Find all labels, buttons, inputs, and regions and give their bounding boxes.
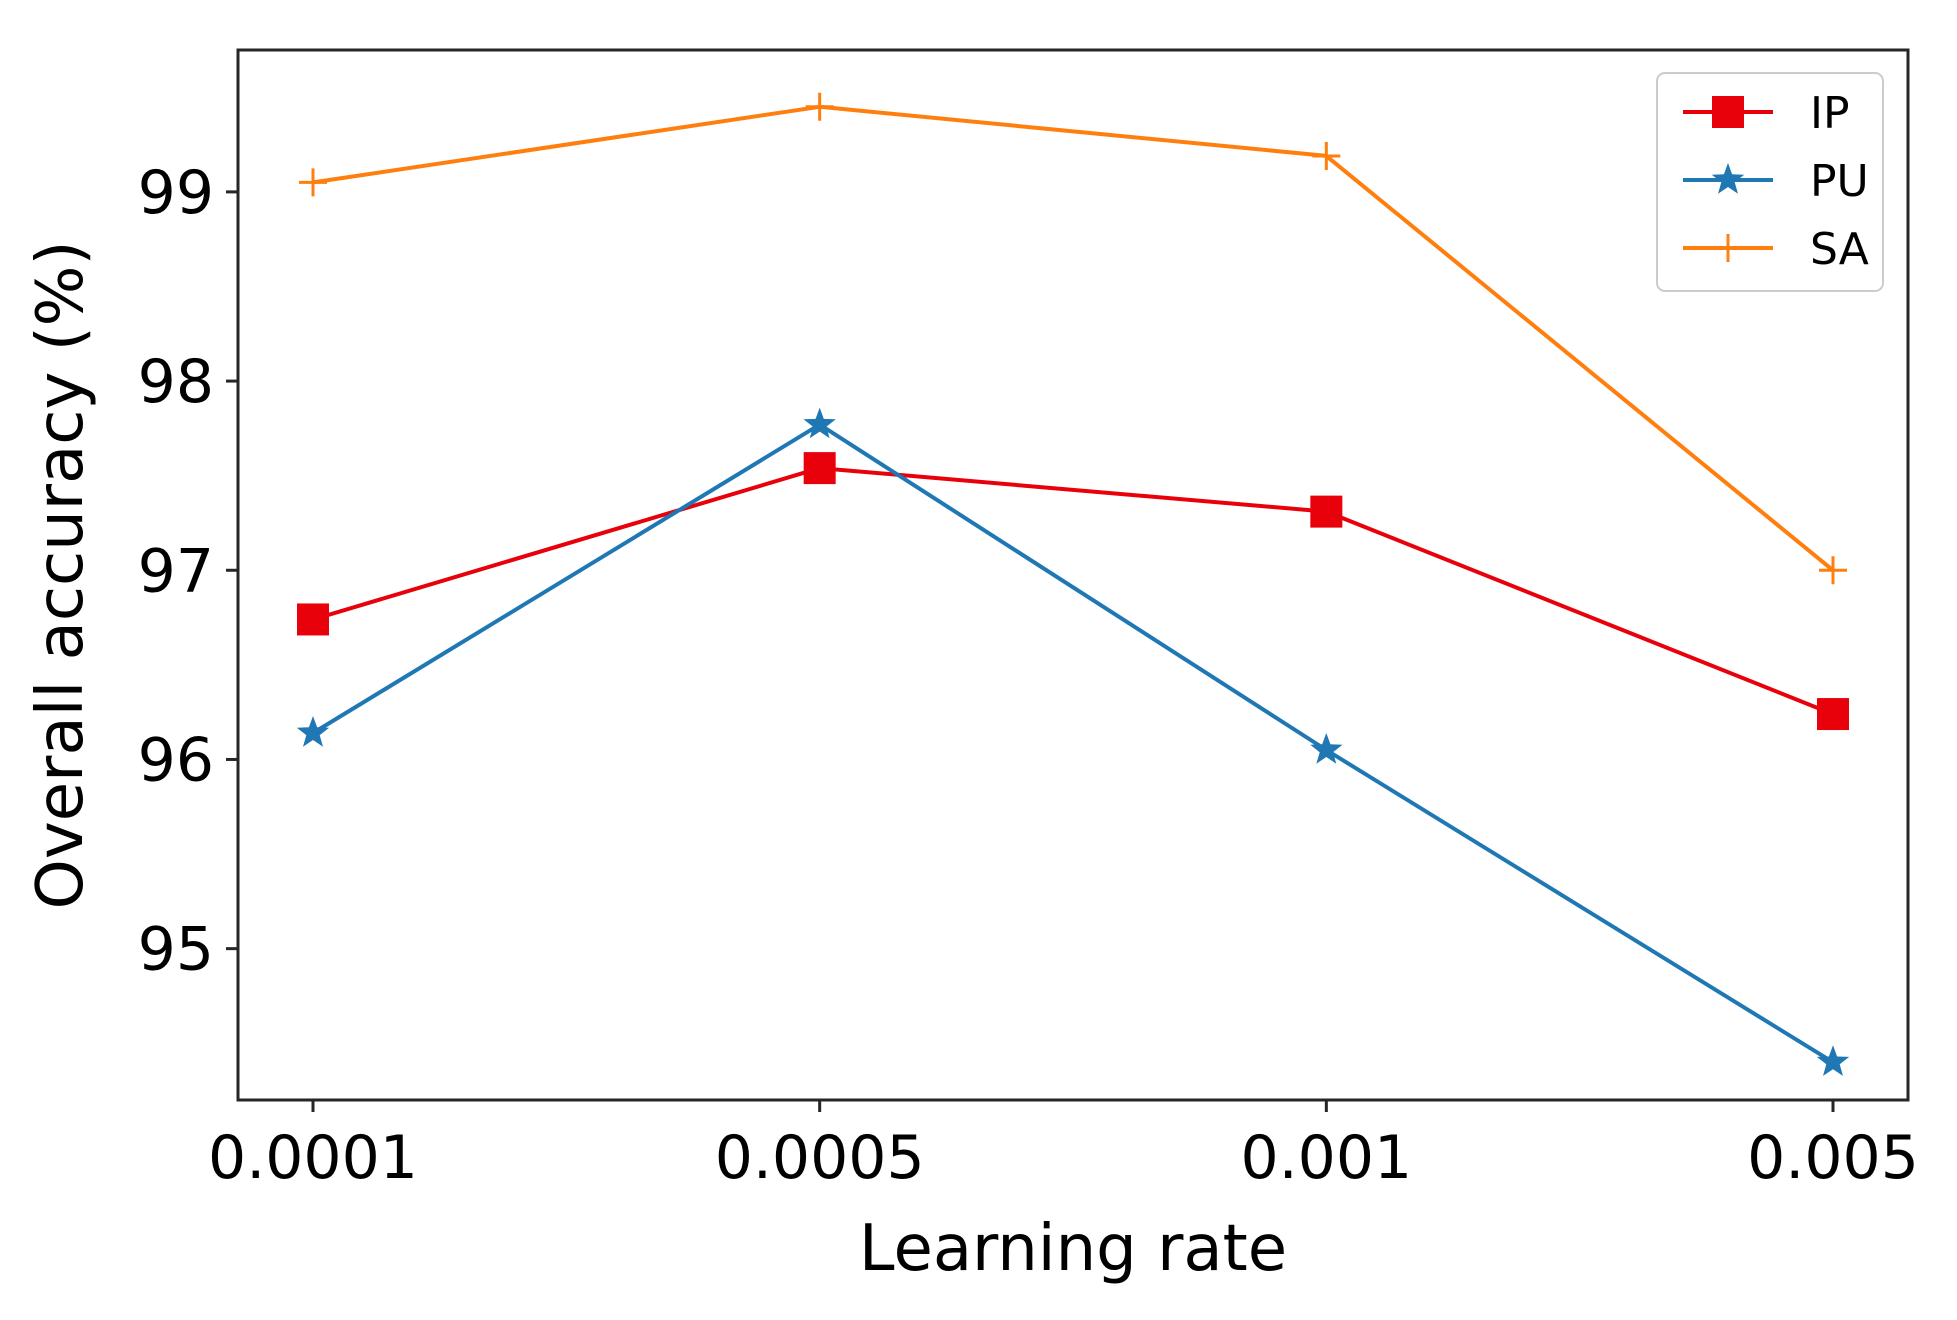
- data-point-ip: [297, 603, 329, 636]
- legend-label-ip: IP: [1810, 88, 1850, 139]
- data-point-sa: [1312, 141, 1341, 170]
- y-tick-label-95: 95: [138, 915, 214, 985]
- y-tick-label-99: 99: [138, 158, 214, 228]
- y-tick-label-98: 98: [138, 347, 214, 417]
- legend-label-pu: PU: [1810, 156, 1869, 207]
- data-point-ip: [1817, 698, 1849, 731]
- series-line-pu: [311, 422, 1835, 1065]
- series-sa: [299, 92, 1847, 585]
- data-point-sa: [805, 92, 834, 121]
- legend-item-pu: PU: [1683, 156, 1869, 207]
- series-line-sa: [311, 104, 1835, 573]
- legend: IP PU SA: [1656, 72, 1884, 292]
- data-point-pu: [803, 407, 836, 439]
- y-axis-label: Overall accuracy (%): [24, 241, 98, 910]
- data-point-pu: [296, 716, 330, 747]
- x-axis-label: Learning rate: [859, 1212, 1287, 1286]
- series-layer: [296, 92, 1850, 1076]
- legend-marker-pu: [1711, 163, 1745, 194]
- data-point-pu: [1816, 1045, 1850, 1076]
- x-tick-label-0-005: 0.005: [1747, 1123, 1919, 1193]
- x-tick-label-0-001: 0.001: [1240, 1123, 1412, 1193]
- plot-frame: [236, 48, 1910, 1102]
- series-line-ip: [311, 466, 1835, 717]
- data-point-sa: [299, 168, 327, 197]
- y-tick-label-97: 97: [138, 536, 214, 606]
- data-point-ip: [803, 452, 836, 485]
- x-tick-label-0-0005: 0.0005: [715, 1123, 925, 1193]
- series-pu: [296, 407, 1850, 1076]
- legend-item-ip: IP: [1683, 88, 1850, 139]
- legend-marker-ip: [1712, 96, 1744, 128]
- data-point-pu: [1310, 733, 1343, 764]
- legend-item-sa: SA: [1683, 224, 1869, 275]
- legend-marker-sa: [1714, 234, 1742, 262]
- ticks-layer: 0.0001 0.0005 0.001 0.005 95 96 97 98 99: [138, 158, 1919, 1193]
- data-point-sa: [1819, 556, 1847, 585]
- x-tick-label-0-0001: 0.0001: [208, 1123, 418, 1193]
- legend-label-sa: SA: [1810, 224, 1869, 275]
- data-point-ip: [1310, 495, 1343, 528]
- y-tick-label-96: 96: [138, 725, 214, 795]
- series-ip: [297, 452, 1849, 731]
